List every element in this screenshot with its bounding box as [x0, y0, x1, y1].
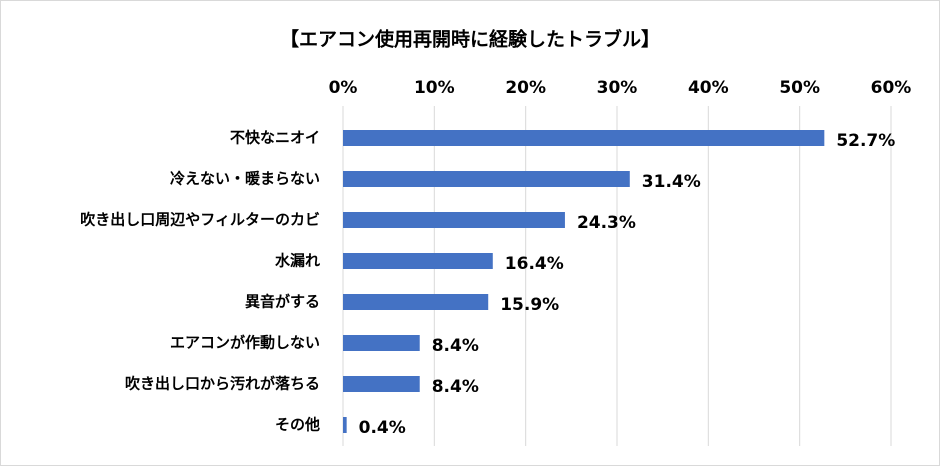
- bar: [343, 253, 493, 269]
- y-tick-label: 水漏れ: [275, 252, 320, 270]
- data-label: 16.4%: [505, 254, 564, 274]
- bar: [343, 171, 630, 187]
- y-tick-label: エアコンが作動しない: [170, 334, 320, 352]
- data-label: 52.7%: [836, 131, 895, 151]
- x-tick-label: 60%: [871, 78, 912, 98]
- y-tick-label: 吹き出し口から汚れが落ちる: [125, 375, 320, 393]
- y-tick-label: 不快なニオイ: [230, 129, 320, 147]
- data-label: 0.4%: [359, 418, 406, 438]
- x-tick-label: 50%: [779, 78, 820, 98]
- x-tick-label: 30%: [597, 78, 638, 98]
- y-tick-label: 吹き出し口周辺やフィルターのカビ: [80, 211, 320, 229]
- chart-title: 【エアコン使用再開時に経験したトラブル】: [280, 28, 660, 51]
- y-tick-label: その他: [275, 416, 320, 434]
- bar: [343, 417, 347, 433]
- data-label: 15.9%: [500, 295, 559, 315]
- x-tick-label: 20%: [505, 78, 546, 98]
- bar: [343, 294, 489, 310]
- x-tick-label: 0%: [329, 78, 358, 98]
- data-label: 31.4%: [642, 172, 701, 192]
- x-tick-label: 10%: [414, 78, 455, 98]
- bar: [343, 212, 565, 228]
- data-label: 8.4%: [432, 336, 479, 356]
- y-tick-label: 冷えない・暖まらない: [170, 170, 320, 188]
- bar: [343, 335, 420, 351]
- y-tick-label: 異音がする: [245, 293, 320, 311]
- data-label: 24.3%: [577, 213, 636, 233]
- data-label: 8.4%: [432, 377, 479, 397]
- bar: [343, 376, 420, 392]
- bar: [343, 130, 825, 146]
- x-tick-label: 40%: [688, 78, 729, 98]
